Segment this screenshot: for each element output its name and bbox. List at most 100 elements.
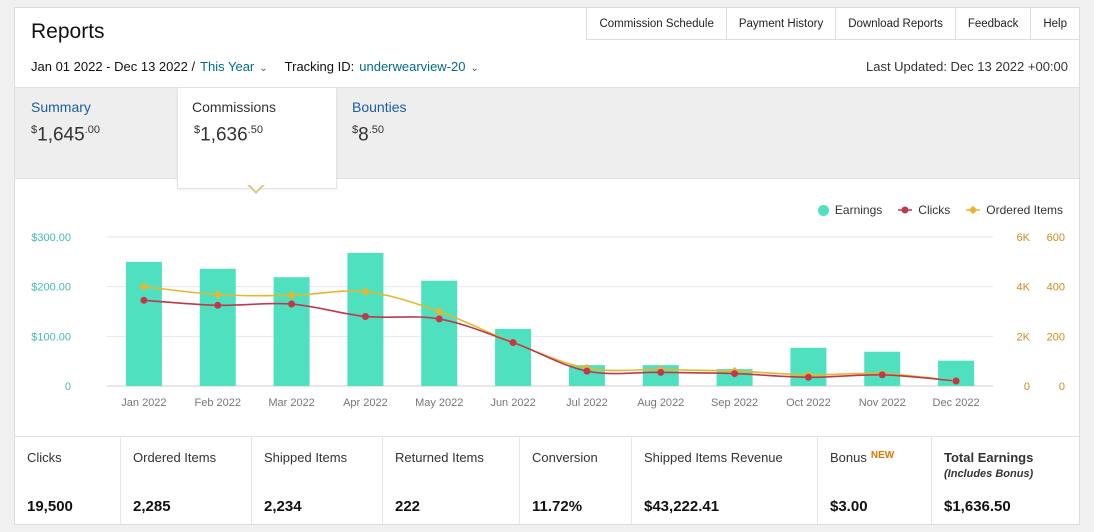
x-tick-label: Jun 2022 [490, 397, 535, 409]
stat-label: Conversion [532, 450, 598, 465]
stat-label: Shipped Items Revenue [644, 450, 783, 465]
stat-value: 2,285 [133, 498, 171, 515]
x-tick-label: Nov 2022 [859, 397, 906, 409]
stat-label: Total Earnings [944, 450, 1033, 465]
clicks-point [731, 370, 739, 378]
stat-label-text: Returned Items [395, 450, 484, 465]
stat-label-text: Bonus [830, 450, 867, 465]
tracking-id-value[interactable]: underwearview-20 [359, 59, 466, 74]
legend-clicks[interactable]: Clicks [898, 203, 950, 217]
stat-value: 11.72% [532, 498, 583, 515]
tab-bounties-amount: $8.50 [352, 124, 384, 146]
currency-symbol: $ [31, 124, 38, 136]
y-right-clicks-tick-label: 0 [1024, 381, 1030, 393]
chevron-down-icon[interactable]: ⌄ [470, 63, 479, 74]
stat-label: Returned Items [395, 450, 484, 465]
stat-shipped-items-revenue: Shipped Items Revenue $43,222.41 [632, 437, 818, 526]
stat-label: Clicks [27, 450, 62, 465]
tab-bounties-label[interactable]: Bounties [352, 99, 407, 115]
legend-ordered-items[interactable]: Ordered Items [966, 203, 1063, 217]
tab-summary-amount: $1,645.00 [31, 124, 100, 146]
clicks-point [361, 312, 369, 320]
amount-whole: 8 [358, 124, 369, 146]
y-left-tick-label: $300.00 [31, 232, 71, 244]
y-left-tick-label: 0 [65, 381, 71, 393]
help-link[interactable]: Help [1043, 17, 1067, 30]
x-tick-label: Sep 2022 [711, 397, 758, 409]
last-updated: Last Updated: Dec 13 2022 +00:00 [865, 59, 1068, 74]
date-range-text: Jan 01 2022 - Dec 13 2022 / [31, 59, 196, 74]
stat-label: Shipped Items [264, 450, 347, 465]
x-tick-label: Mar 2022 [268, 397, 314, 409]
clicks-point [214, 301, 222, 309]
commission-schedule-link[interactable]: Commission Schedule [587, 8, 727, 39]
stat-label-text: Shipped Items Revenue [644, 450, 783, 465]
amount-cents: .50 [368, 124, 384, 136]
stats-bar: Clicks 19,500 Ordered Items 2,285 Shipped It… [15, 436, 1079, 526]
ordered-items-point [213, 290, 222, 299]
legend-clicks-label: Clicks [918, 203, 951, 217]
stat-label-text: Clicks [27, 450, 62, 465]
x-tick-label: Aug 2022 [637, 397, 684, 409]
stat-label-text: Shipped Items [264, 450, 348, 465]
clicks-point [140, 296, 148, 304]
stat-label-text: Total Earnings [944, 450, 1034, 465]
period-value[interactable]: This Year [200, 59, 255, 74]
clicks-point [657, 368, 665, 376]
payment-history-link[interactable]: Payment History [727, 8, 837, 39]
amount-cents: .50 [247, 124, 263, 136]
tab-commissions[interactable]: Commissions $1,636.50 [177, 88, 337, 189]
earnings-bar [421, 280, 458, 386]
clicks-point [952, 377, 960, 385]
earnings-bar [568, 365, 605, 386]
stat-conversion: Conversion 11.72% [520, 437, 632, 526]
clicks-point [804, 373, 812, 381]
y-right-clicks-tick-label: 6K [1017, 232, 1031, 244]
stat-value: 19,500 [27, 498, 73, 515]
tracking-label: Tracking ID: [284, 59, 355, 74]
chevron-down-icon[interactable]: ⌄ [259, 63, 268, 74]
new-badge: NEW [870, 450, 895, 461]
filter-row: Jan 01 2022 - Dec 13 2022 / This Year ⌄ T… [31, 59, 479, 74]
y-left-tick-label: $200.00 [31, 282, 71, 294]
amount-whole: 1,636 [200, 124, 248, 146]
clicks-point [509, 339, 517, 347]
top-nav: Commission Schedule Payment History Down… [586, 8, 1079, 40]
clicks-point [878, 371, 886, 379]
stat-value: $43,222.41 [644, 498, 720, 515]
stat-returned-items: Returned Items 222 [383, 437, 520, 526]
stat-total-earnings: Total Earnings (Includes Bonus) $1,636.50 [932, 437, 1079, 526]
x-tick-label: Jan 2022 [121, 397, 166, 409]
legend-earnings[interactable]: Earnings [817, 203, 883, 217]
tab-summary-label[interactable]: Summary [31, 99, 91, 115]
stat-value: $3.00 [830, 498, 868, 515]
legend-ordered-items-label: Ordered Items [986, 203, 1063, 217]
x-tick-label: Dec 2022 [933, 397, 980, 409]
legend-earnings-label: Earnings [834, 203, 883, 217]
x-tick-label: Feb 2022 [195, 397, 241, 409]
tab-commissions-label[interactable]: Commissions [192, 99, 277, 115]
download-reports-link[interactable]: Download Reports [836, 8, 956, 39]
reports-card: Reports Commission Schedule Payment Hist… [14, 7, 1080, 526]
feedback-link[interactable]: Feedback [956, 8, 1032, 39]
tab-commissions-amount: $1,636.50 [194, 124, 263, 146]
y-right-ordered-tick-label: 0 [1059, 381, 1065, 393]
x-tick-label: Apr 2022 [343, 397, 388, 409]
stat-ordered-items: Ordered Items 2,285 [121, 437, 252, 526]
stat-bonus: Bonus NEW $3.00 [818, 437, 932, 526]
stat-label: Bonus NEW [830, 450, 894, 465]
stat-clicks: Clicks 19,500 [15, 437, 121, 526]
ordered-items-point [287, 291, 296, 300]
clicks-point [288, 300, 296, 308]
earnings-bar [864, 351, 901, 386]
tracking-id-dropdown[interactable]: underwearview-20 ⌄ [359, 59, 479, 74]
clicks-line-icon [898, 206, 913, 214]
amount-whole: 1,645 [37, 124, 85, 146]
summary-tabs: Summary $1,645.00 Commissions $1,636.50 … [15, 87, 1079, 189]
y-right-clicks-tick-label: 4K [1017, 282, 1031, 294]
stat-label-text: Conversion [532, 450, 598, 465]
period-dropdown[interactable]: This Year ⌄ [200, 59, 268, 74]
earnings-dot-icon [817, 204, 829, 216]
currency-symbol: $ [352, 124, 359, 136]
chart-legend: Earnings Clicks Ordered Items [817, 203, 1063, 217]
